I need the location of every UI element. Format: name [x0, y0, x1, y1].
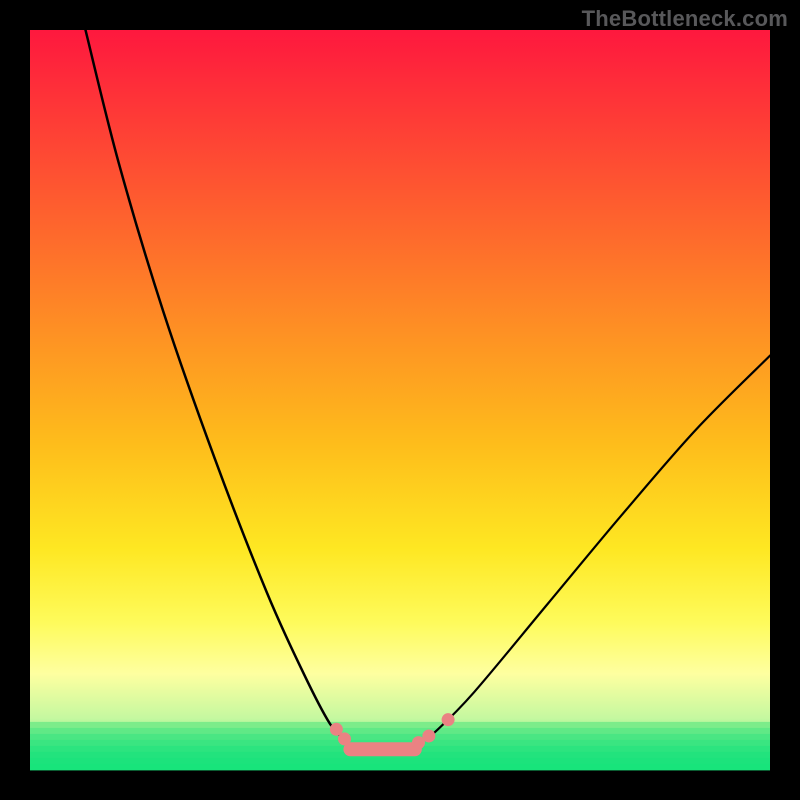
green-band-stripe — [30, 722, 770, 729]
green-band-stripe — [30, 764, 770, 771]
pink-marker — [422, 729, 435, 742]
left-curve — [86, 30, 345, 739]
pink-marker — [442, 713, 455, 726]
pink-marker — [338, 732, 351, 745]
bottleneck-curve-svg — [30, 30, 770, 770]
gradient-plot-area — [30, 30, 770, 770]
green-band-stripe — [30, 758, 770, 765]
green-band-stripe — [30, 728, 770, 735]
watermark-text: TheBottleneck.com — [582, 6, 788, 32]
right-curve — [422, 356, 770, 741]
green-band-stripe — [30, 734, 770, 741]
outer-frame: TheBottleneck.com — [0, 0, 800, 800]
